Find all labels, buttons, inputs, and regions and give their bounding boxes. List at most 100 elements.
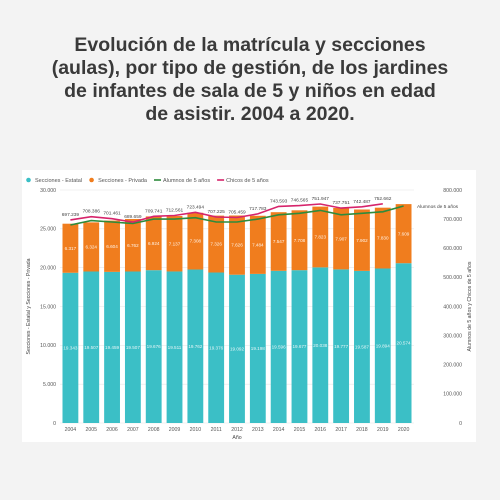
x-tick-label: 2009 (169, 427, 181, 433)
bar-privada (291, 210, 308, 271)
bar-privada (354, 209, 370, 271)
bar-privada (229, 215, 245, 275)
line-alumnos (70, 205, 404, 226)
chicos-value-label: 723.494 (187, 204, 205, 210)
chicos-value-label: 717.783 (249, 206, 267, 212)
bar-privada-label: 7.708 (294, 238, 306, 243)
bar-estatal (249, 273, 266, 423)
chicos-value-label: 751.947 (312, 196, 330, 202)
annotation-label: Alumnos de 5 años (417, 204, 459, 210)
bar-privada (374, 207, 391, 269)
labels: 19.343 6.317 19.507 6.324 19.459 6.604 19.507 6… (62, 196, 459, 352)
bar-estatal (333, 269, 350, 423)
y2-tick-label: 200.000 (443, 363, 462, 369)
chicos-value-label: 705.459 (228, 210, 246, 216)
y2-tick-label: 0 (459, 421, 462, 427)
bar-privada (124, 218, 141, 272)
x-axis-title: Año (232, 435, 241, 441)
bar-estatal-label: 19.092 (230, 346, 244, 351)
legend-label: Secciones - Privada (98, 178, 148, 184)
bar-privada (270, 212, 287, 271)
bar-privada-label: 6.924 (148, 241, 160, 246)
bar-privada-label: 7.902 (356, 238, 368, 243)
bar-privada-label: 7.326 (210, 242, 222, 247)
bar-estatal (104, 271, 120, 423)
bar-privada (166, 216, 183, 272)
bar-estatal-label: 19.198 (251, 346, 265, 351)
chicos-value-label: 737.751 (332, 200, 350, 206)
legend-swatch (26, 177, 31, 183)
x-tick-label: 2004 (65, 427, 77, 433)
bar-estatal (62, 272, 79, 423)
bar-privada (83, 222, 100, 272)
bar-privada (187, 212, 204, 270)
bar-estatal (208, 272, 225, 423)
y2-tick-label: 300.000 (443, 333, 462, 339)
bar-privada (249, 215, 266, 274)
bar-privada (145, 216, 162, 271)
bar-estatal-label: 19.894 (376, 343, 390, 348)
lines (70, 203, 404, 226)
chicos-value-label: 701.461 (103, 211, 121, 217)
y-tick-label: 25.000 (40, 227, 56, 233)
y2-tick-label: 800.000 (443, 188, 462, 194)
bar-estatal (166, 271, 183, 423)
x-tick-label: 2007 (127, 427, 139, 433)
chicos-value-label: 752.662 (374, 196, 392, 202)
y2-tick-label: 500.000 (443, 275, 462, 281)
legend-label: Alumnos de 5 años (163, 178, 210, 184)
bar-privada-label: 7.308 (190, 239, 202, 244)
x-tick-label: 2017 (335, 427, 347, 433)
chicos-value-label: 712.561 (166, 207, 184, 213)
bar-privada (312, 206, 329, 268)
bar-privada (208, 215, 225, 273)
x-tick-label: 2005 (85, 427, 97, 433)
y2-tick-label: 400.000 (443, 304, 462, 310)
bar-estatal-label: 19.677 (292, 344, 306, 349)
chicos-value-label: 708.386 (83, 209, 101, 215)
x-tick-label: 2008 (148, 427, 160, 433)
x-tick-label: 2014 (273, 427, 285, 433)
bars (62, 204, 412, 423)
bar-privada-label: 6.324 (85, 245, 97, 250)
bar-estatal-label: 19.596 (272, 345, 286, 350)
legend-label: Secciones - Estatal (35, 178, 82, 184)
chicos-value-label: 709.741 (145, 208, 163, 214)
bar-estatal-label: 19.343 (63, 345, 77, 350)
bar-privada-label: 6.604 (106, 244, 118, 249)
chicos-value-label: 689.659 (124, 214, 142, 220)
bar-privada-label: 7.137 (169, 241, 181, 246)
bar-estatal (187, 269, 204, 423)
bar-estatal-label: 19.777 (334, 344, 348, 349)
chicos-value-label: 746.565 (291, 198, 309, 204)
bar-estatal-label: 19.507 (84, 345, 98, 350)
bar-estatal (354, 270, 370, 423)
bar-privada-label: 6.762 (127, 243, 139, 248)
y2-axis-title: Alumnos de 5 años y Chicos de 5 años (467, 261, 473, 351)
x-tick-label: 2010 (190, 427, 202, 433)
x-tick-label: 2012 (231, 427, 243, 433)
x-tick-label: 2020 (398, 427, 410, 433)
bar-privada-label: 7.626 (231, 243, 243, 248)
y-tick-label: 20.000 (40, 265, 56, 271)
bar-estatal (312, 267, 329, 423)
chart-title: Evolución de la matrícula y secciones (a… (51, 34, 449, 125)
bar-privada-label: 7.823 (315, 235, 327, 240)
bar-estatal-label: 19.587 (355, 345, 369, 350)
bar-privada-label: 6.317 (65, 246, 77, 251)
x-tick-label: 2013 (252, 427, 264, 433)
ticks: 0 5.000 10.000 15.000 20.000 25.000 30.000 0 100… (26, 188, 473, 441)
bar-estatal (83, 271, 100, 423)
x-tick-label: 2011 (211, 427, 222, 433)
bar-estatal-label: 20.574 (397, 341, 411, 346)
bar-estatal (291, 270, 308, 423)
y-tick-label: 30.000 (40, 188, 56, 194)
x-tick-label: 2016 (315, 427, 327, 433)
x-tick-label: 2006 (106, 427, 118, 433)
y2-tick-label: 600.000 (443, 246, 462, 252)
bar-privada-label: 7.907 (335, 236, 347, 241)
bar-estatal (145, 270, 162, 423)
legend: Secciones - Estatal Secciones - Privada Al… (26, 177, 269, 184)
chicos-value-label: 742.487 (353, 199, 371, 205)
bar-estatal-label: 19.511 (168, 345, 182, 350)
